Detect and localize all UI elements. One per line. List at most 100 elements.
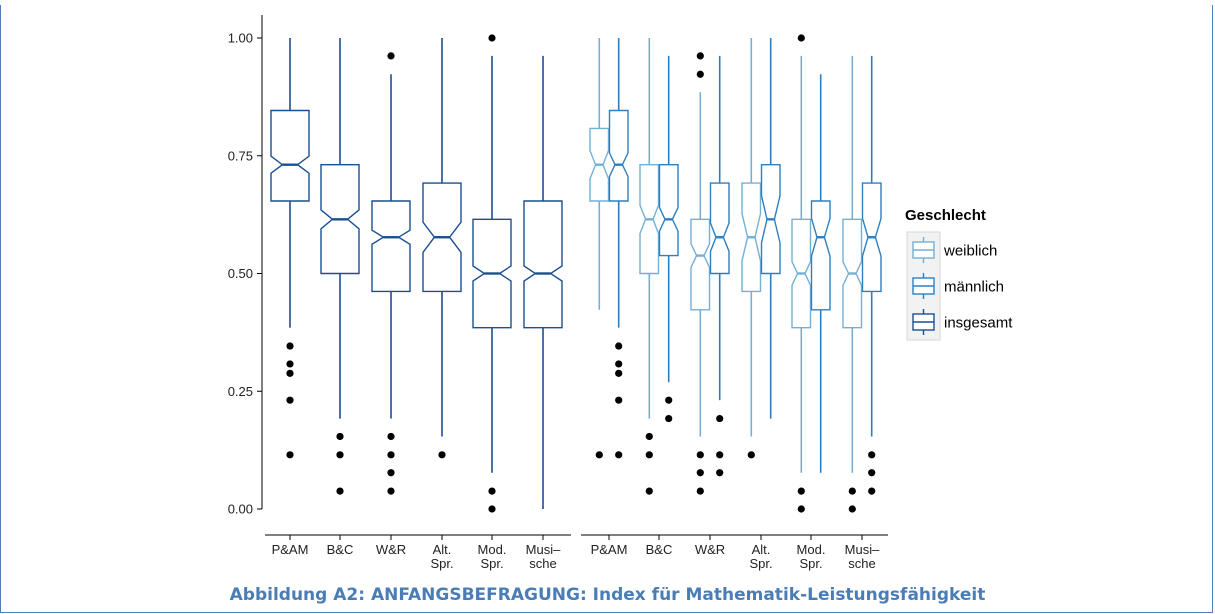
y-tick-label: 0.75 xyxy=(228,148,253,163)
outlier-point xyxy=(848,505,856,513)
legend-label-maennlich: männlich xyxy=(944,279,1004,296)
outlier-point xyxy=(747,451,755,459)
box-weiblich xyxy=(741,38,762,459)
outlier-point xyxy=(615,369,623,377)
outlier-point xyxy=(797,487,805,495)
box-body xyxy=(709,182,730,275)
x-tick-label: Mod. xyxy=(797,542,826,557)
x-tick-label: P&AM xyxy=(272,542,309,557)
x-tick-label: sche xyxy=(529,556,556,571)
outlier-point xyxy=(286,342,294,350)
y-tick-label: 0.25 xyxy=(228,384,253,399)
legend-title: Geschlecht xyxy=(905,207,986,224)
box-weiblich xyxy=(791,34,812,513)
outlier-point xyxy=(696,70,704,78)
outlier-point xyxy=(387,487,395,495)
outlier-point xyxy=(696,52,704,60)
y-axis: 0.00 0.25 0.50 0.75 1.00 xyxy=(228,15,263,517)
outlier-point xyxy=(387,451,395,459)
x-tick-label: Spr. xyxy=(799,556,822,571)
legend-label-weiblich: weiblich xyxy=(943,243,997,260)
box-männlich xyxy=(810,74,831,473)
box-weiblich xyxy=(589,38,610,459)
box-männlich xyxy=(709,55,730,477)
box-männlich xyxy=(658,55,679,423)
y-tick-label: 1.00 xyxy=(228,31,253,46)
x-tick-label: Alt. xyxy=(433,542,452,557)
outlier-point xyxy=(615,342,623,350)
box-body xyxy=(270,109,310,202)
outlier-point xyxy=(696,451,704,459)
x-tick-label: sche xyxy=(848,556,875,571)
figure-frame xyxy=(0,5,1213,613)
box-weiblich xyxy=(639,38,660,495)
box-layer xyxy=(270,34,882,513)
box-body xyxy=(658,163,679,257)
outlier-point xyxy=(868,469,876,477)
box-insgesamt xyxy=(320,38,360,495)
x-tick-label: Spr. xyxy=(749,556,772,571)
box-body xyxy=(810,200,831,311)
outlier-point xyxy=(716,414,724,423)
outlier-point xyxy=(696,487,704,495)
box-body xyxy=(690,218,711,311)
box-insgesamt xyxy=(422,38,462,459)
box-weiblich xyxy=(842,55,863,513)
x-tick-label: W&R xyxy=(695,542,725,557)
outlier-point xyxy=(665,396,673,404)
box-insgesamt xyxy=(270,38,310,459)
outlier-point xyxy=(797,34,805,42)
legend-label-insgesamt: insgesamt xyxy=(944,315,1013,332)
box-insgesamt xyxy=(371,52,411,495)
box-männlich xyxy=(608,38,629,459)
outlier-point xyxy=(336,487,344,495)
outlier-point xyxy=(286,360,294,368)
legend-items: weiblich männlich insgesamt xyxy=(906,231,1013,341)
outlier-point xyxy=(645,451,653,459)
outlier-point xyxy=(848,487,856,495)
outlier-point xyxy=(615,396,623,404)
box-insgesamt xyxy=(523,55,563,509)
outlier-point xyxy=(387,432,395,441)
box-body xyxy=(608,109,629,202)
box-body xyxy=(523,200,563,329)
outlier-point xyxy=(488,487,496,495)
outlier-point xyxy=(488,34,496,42)
x-tick-label: Mod. xyxy=(478,542,507,557)
x-tick-label: Musi– xyxy=(526,542,561,557)
outlier-point xyxy=(645,432,653,441)
outlier-point xyxy=(595,451,603,459)
outlier-point xyxy=(797,505,805,513)
outlier-point xyxy=(868,451,876,459)
x-tick-label: B&C xyxy=(327,542,354,557)
outlier-point xyxy=(387,52,395,60)
box-insgesamt xyxy=(472,34,512,513)
legend: Geschlecht weiblich männlich insgesamt xyxy=(905,207,1013,341)
outlier-point xyxy=(615,451,623,459)
x-tick-label: Spr. xyxy=(480,556,503,571)
outlier-point xyxy=(615,360,623,368)
outlier-point xyxy=(286,396,294,404)
x-tick-label: Alt. xyxy=(752,542,771,557)
outlier-point xyxy=(438,451,446,459)
box-männlich xyxy=(760,38,781,419)
box-body xyxy=(371,200,411,293)
outlier-point xyxy=(336,451,344,459)
x-tick-label: Spr. xyxy=(430,556,453,571)
outlier-point xyxy=(716,469,724,477)
y-tick-label: 0.50 xyxy=(228,266,253,281)
outlier-point xyxy=(716,451,724,459)
x-tick-label: W&R xyxy=(376,542,406,557)
x-tick-label: P&AM xyxy=(591,542,628,557)
x-tick-label: Musi– xyxy=(845,542,880,557)
outlier-point xyxy=(286,451,294,459)
outlier-point xyxy=(696,469,704,477)
y-tick-label: 0.00 xyxy=(228,502,253,517)
x-tick-label: B&C xyxy=(646,542,673,557)
outlier-point xyxy=(488,505,496,513)
outlier-point xyxy=(665,414,673,423)
outlier-point xyxy=(286,369,294,377)
outlier-point xyxy=(868,487,876,495)
outlier-point xyxy=(645,487,653,495)
